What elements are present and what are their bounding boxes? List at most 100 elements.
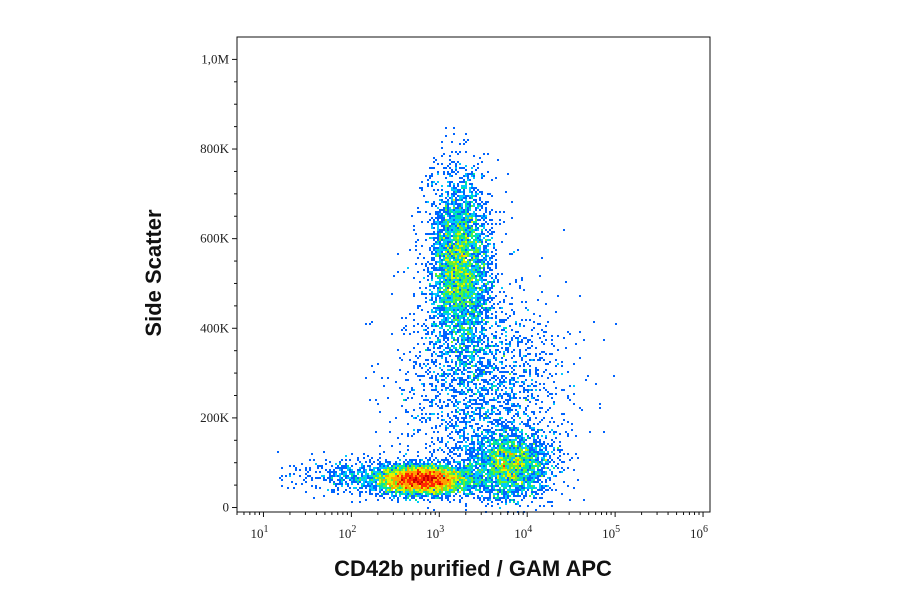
data-point: [433, 497, 435, 499]
data-point: [441, 235, 443, 237]
data-point: [451, 215, 453, 217]
data-point: [393, 467, 395, 469]
data-point: [515, 477, 517, 479]
data-point: [541, 401, 543, 403]
data-point: [429, 271, 431, 273]
data-point: [547, 377, 549, 379]
data-point: [467, 313, 469, 315]
data-point: [495, 375, 497, 377]
data-point: [523, 457, 525, 459]
data-point: [545, 467, 547, 469]
data-point: [381, 475, 383, 477]
data-point: [455, 467, 457, 469]
data-point: [467, 321, 469, 323]
data-point: [461, 229, 463, 231]
data-point: [453, 475, 455, 477]
data-point: [459, 263, 461, 265]
data-point: [441, 481, 443, 483]
data-point: [437, 261, 439, 263]
data-point: [527, 309, 529, 311]
data-point: [511, 461, 513, 463]
data-point: [505, 491, 507, 493]
data-point: [447, 353, 449, 355]
data-point: [505, 443, 507, 445]
data-point: [457, 267, 459, 269]
data-point: [443, 249, 445, 251]
data-point: [487, 321, 489, 323]
data-point: [529, 339, 531, 341]
data-point: [523, 497, 525, 499]
data-point: [461, 273, 463, 275]
data-point: [471, 491, 473, 493]
data-point: [451, 251, 453, 253]
data-point: [465, 199, 467, 201]
data-point: [495, 389, 497, 391]
data-point: [441, 255, 443, 257]
data-point: [467, 225, 469, 227]
data-point: [529, 417, 531, 419]
data-point: [499, 491, 501, 493]
data-point: [481, 267, 483, 269]
data-point: [447, 311, 449, 313]
data-point: [445, 237, 447, 239]
data-point: [455, 227, 457, 229]
data-point: [453, 481, 455, 483]
data-point: [505, 463, 507, 465]
data-point: [399, 369, 401, 371]
data-point: [433, 157, 435, 159]
data-point: [479, 409, 481, 411]
data-point: [387, 467, 389, 469]
data-point: [475, 423, 477, 425]
data-point: [439, 471, 441, 473]
data-point: [503, 439, 505, 441]
data-point: [515, 481, 517, 483]
data-point: [483, 457, 485, 459]
data-point: [459, 385, 461, 387]
data-point: [427, 349, 429, 351]
data-point: [493, 493, 495, 495]
data-point: [379, 485, 381, 487]
data-point: [459, 321, 461, 323]
data-point: [435, 481, 437, 483]
data-point: [551, 451, 553, 453]
data-point: [521, 431, 523, 433]
data-point: [535, 453, 537, 455]
data-point: [511, 391, 513, 393]
data-point: [525, 493, 527, 495]
data-point: [379, 477, 381, 479]
data-point: [465, 223, 467, 225]
data-point: [485, 229, 487, 231]
data-point: [433, 249, 435, 251]
data-point: [443, 275, 445, 277]
data-point: [503, 425, 505, 427]
data-point: [495, 351, 497, 353]
data-point: [425, 201, 427, 203]
data-point: [507, 479, 509, 481]
data-point: [459, 323, 461, 325]
data-point: [487, 201, 489, 203]
data-point: [507, 393, 509, 395]
data-point: [469, 375, 471, 377]
data-point: [407, 485, 409, 487]
data-point: [423, 383, 425, 385]
data-point: [469, 449, 471, 451]
data-point: [485, 437, 487, 439]
data-point: [463, 229, 465, 231]
data-point: [421, 459, 423, 461]
data-point: [453, 305, 455, 307]
data-point: [539, 463, 541, 465]
data-point: [397, 481, 399, 483]
data-point: [449, 501, 451, 503]
data-point: [513, 463, 515, 465]
data-point: [413, 477, 415, 479]
data-point: [463, 317, 465, 319]
data-point: [445, 459, 447, 461]
data-point: [451, 275, 453, 277]
data-point: [535, 445, 537, 447]
data-point: [499, 507, 501, 509]
data-point: [413, 479, 415, 481]
data-point: [441, 195, 443, 197]
data-point: [453, 161, 455, 163]
data-point: [475, 217, 477, 219]
data-point: [361, 479, 363, 481]
